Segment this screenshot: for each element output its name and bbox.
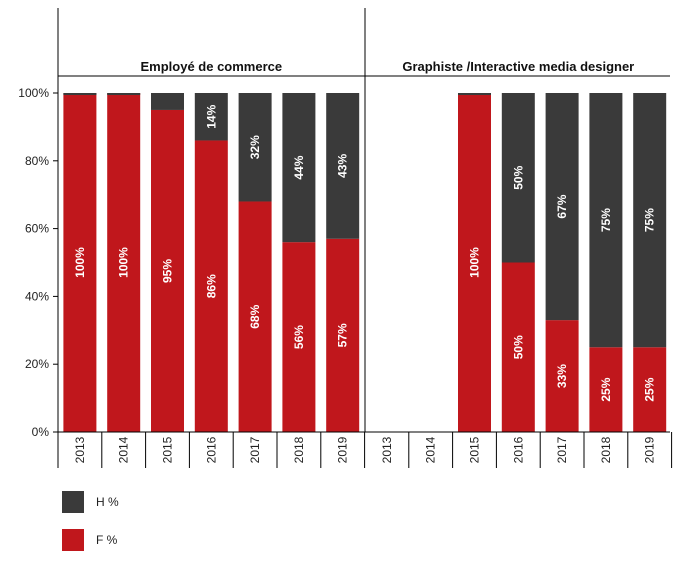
bar-f: [545, 320, 579, 432]
y-tick-label: 20%: [25, 357, 49, 371]
data-label-f: 95%: [161, 259, 175, 283]
x-tick-label: 2013: [380, 436, 394, 463]
data-label-h: 67%: [555, 194, 569, 218]
x-tick-label: 2016: [204, 436, 218, 463]
data-label-f: 25%: [643, 377, 657, 401]
bar-h: [282, 93, 316, 243]
bar-h: [151, 93, 184, 110]
y-tick-label: 100%: [18, 86, 49, 100]
panel-title: Graphiste /Interactive media designer: [402, 59, 634, 74]
bar-f: [282, 242, 316, 432]
x-tick-label: 2014: [424, 436, 438, 463]
y-tick-label: 80%: [25, 154, 49, 168]
data-label-h: 75%: [599, 208, 613, 232]
data-label-h: 43%: [336, 154, 350, 178]
data-label-f: 86%: [204, 274, 218, 298]
data-label-h: 44%: [292, 155, 306, 179]
bar-f: [194, 140, 228, 432]
legend-item-f: F %: [62, 528, 119, 552]
data-label-h: 50%: [511, 165, 525, 189]
bar-h: [458, 93, 491, 96]
legend-label-h: H %: [96, 495, 119, 509]
bar-f: [589, 347, 623, 432]
legend-label-f: F %: [96, 533, 118, 547]
x-tick-label: 2018: [292, 436, 306, 463]
x-tick-label: 2019: [643, 436, 657, 463]
data-label-f: 100%: [117, 247, 131, 278]
bar-h: [545, 93, 579, 321]
x-tick-label: 2015: [468, 436, 482, 463]
bar-h: [633, 93, 667, 348]
data-label-f: 100%: [468, 247, 482, 278]
data-label-h: 32%: [248, 135, 262, 159]
y-tick-label: 0%: [32, 425, 50, 439]
data-label-h: 75%: [643, 208, 657, 232]
bar-h: [589, 93, 623, 348]
data-label-f: 57%: [336, 323, 350, 347]
bar-h: [238, 93, 272, 202]
x-tick-label: 2019: [336, 436, 350, 463]
x-tick-label: 2014: [117, 436, 131, 463]
bar-f: [458, 93, 491, 432]
legend-item-h: H %: [62, 490, 119, 514]
x-tick-label: 2017: [555, 436, 569, 463]
y-tick-label: 60%: [25, 222, 49, 236]
legend-swatch-h: [62, 491, 84, 513]
legend-swatch-f: [62, 529, 84, 551]
data-label-f: 33%: [555, 364, 569, 388]
bar-h: [194, 93, 228, 141]
bar-f: [633, 347, 667, 432]
data-label-f: 50%: [511, 335, 525, 359]
x-tick-label: 2018: [599, 436, 613, 463]
legend: H % F %: [62, 490, 119, 566]
bar-h: [501, 93, 535, 263]
stacked-bar-chart: 0% 20% 40% 60% 80% 100% Employé de commerce 100…: [18, 8, 673, 468]
bar-h: [63, 93, 97, 96]
bar-f: [238, 201, 272, 432]
x-tick-label: 2016: [511, 436, 525, 463]
data-label-f: 100%: [73, 247, 87, 278]
data-label-f: 56%: [292, 325, 306, 349]
bar-h: [107, 93, 141, 96]
x-tick-label: 2013: [73, 436, 87, 463]
bar-f: [326, 238, 360, 432]
x-tick-label: 2017: [248, 436, 262, 463]
data-label-f: 25%: [599, 377, 613, 401]
panel-title: Employé de commerce: [140, 59, 282, 74]
bar-f: [501, 262, 535, 432]
bar-h: [326, 93, 360, 239]
data-label-f: 68%: [248, 304, 262, 328]
y-tick-label: 40%: [25, 289, 49, 303]
x-tick-label: 2015: [161, 436, 175, 463]
bar-f: [63, 93, 97, 432]
data-label-h: 14%: [204, 104, 218, 128]
bar-f: [151, 109, 184, 432]
bar-f: [107, 93, 141, 432]
